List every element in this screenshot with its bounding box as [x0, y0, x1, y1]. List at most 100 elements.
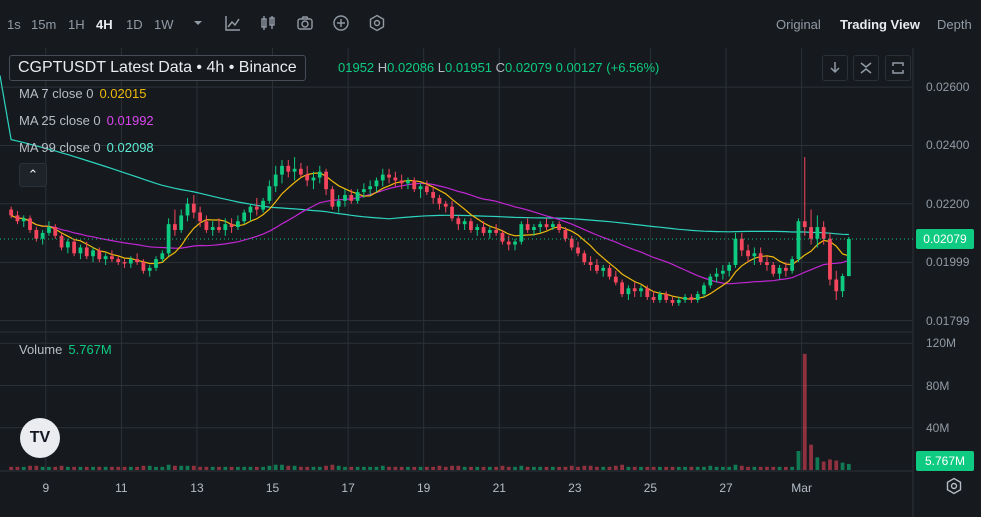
volume-bar — [355, 466, 360, 470]
volume-bar — [790, 466, 795, 470]
refresh-button[interactable] — [885, 55, 911, 81]
candle-body — [525, 224, 530, 230]
candle-body — [821, 227, 826, 239]
volume-bar — [110, 466, 114, 470]
settings-icon[interactable] — [945, 477, 963, 495]
ma25-legend[interactable]: MA 25 close 0 0.01992 — [19, 113, 154, 128]
interval-1s[interactable]: 1s — [7, 17, 21, 32]
candle-body — [393, 177, 398, 181]
volume-bar — [796, 450, 801, 470]
candle-body — [361, 189, 366, 193]
volume-bar — [840, 462, 845, 470]
volume-bar — [802, 353, 807, 470]
volume-bar — [267, 465, 272, 470]
scale-icon — [860, 62, 872, 74]
time-tick-label: 11 — [115, 481, 128, 495]
ma25-value: 0.01992 — [106, 113, 154, 128]
volume-bar — [217, 466, 221, 470]
view-depth[interactable]: Depth — [937, 17, 972, 32]
candle-body — [122, 262, 127, 264]
interval-1h[interactable]: 1H — [68, 17, 85, 32]
ohlc-readout: 01952 H0.02086 L0.01951 C0.02079 0.00127… — [338, 60, 659, 75]
volume-bar — [828, 459, 832, 470]
volume-bar — [462, 466, 467, 470]
candle-body — [500, 232, 505, 242]
line-chart-icon[interactable] — [224, 14, 242, 32]
candle-body — [664, 294, 669, 300]
candle-body — [620, 282, 624, 295]
view-trading-view[interactable]: Trading View — [840, 17, 920, 32]
candle-body — [481, 227, 486, 233]
camera-icon[interactable] — [296, 14, 314, 32]
download-icon — [830, 62, 840, 74]
refresh-icon — [892, 62, 904, 74]
volume-bar — [601, 466, 606, 470]
candlestick-chart[interactable] — [0, 48, 981, 517]
time-tick-label: 9 — [42, 481, 50, 495]
ma7-legend[interactable]: MA 7 close 0 0.02015 — [19, 86, 146, 101]
candle-body — [790, 259, 795, 271]
candle-body — [727, 264, 732, 271]
low-value: 0.01951 — [445, 60, 493, 75]
candle-body — [380, 174, 385, 181]
candle-body — [317, 171, 322, 178]
candle-body — [714, 273, 719, 277]
ma7-line — [10, 172, 850, 300]
scale-button[interactable] — [853, 55, 879, 81]
volume-bar — [204, 466, 209, 470]
interval-1d[interactable]: 1D — [126, 17, 143, 32]
low-key: L — [437, 60, 446, 75]
volume-bar — [412, 466, 417, 470]
volume-legend[interactable]: Volume 5.767M — [19, 342, 112, 357]
last-volume-badge: 5.767M — [916, 451, 974, 471]
view-original[interactable]: Original — [776, 17, 821, 32]
candle-body — [683, 297, 687, 300]
price-tick-label: 0.02200 — [926, 196, 970, 211]
time-tick-label: 15 — [265, 481, 280, 495]
time-tick-label: 23 — [568, 481, 582, 495]
volume-bar — [752, 466, 757, 470]
volume-bar — [538, 466, 543, 470]
candle-body — [802, 221, 807, 228]
interval-1w[interactable]: 1W — [154, 17, 174, 32]
volume-bar — [475, 466, 480, 470]
volume-bar — [154, 466, 158, 470]
candle-body — [777, 267, 782, 274]
candlestick-icon[interactable] — [259, 14, 277, 32]
volume-bar — [59, 465, 64, 470]
candle-body — [223, 224, 228, 230]
candle-body — [15, 215, 20, 222]
volume-bar — [399, 466, 404, 470]
download-button[interactable] — [822, 55, 848, 81]
candle-body — [330, 189, 335, 207]
interval-15m[interactable]: 15m — [31, 17, 57, 32]
candle-body — [135, 259, 140, 263]
tradingview-logo-icon[interactable]: TV — [20, 418, 60, 458]
ma99-line — [0, 75, 849, 236]
candle-body — [59, 235, 64, 248]
volume-bar — [670, 466, 675, 470]
hexagon-settings-icon[interactable] — [368, 14, 386, 32]
volume-bar — [116, 466, 121, 470]
ma99-legend[interactable]: MA 99 close 0 0.02098 — [19, 140, 154, 155]
volume-bar — [613, 465, 618, 470]
volume-bar — [185, 465, 190, 470]
interval-4h[interactable]: 4H — [96, 17, 113, 32]
chevron-down-icon[interactable] — [189, 14, 207, 32]
candle-body — [689, 297, 694, 300]
candle-body — [292, 168, 297, 172]
volume-bar — [128, 466, 133, 470]
volume-bar — [147, 465, 152, 470]
symbol-title[interactable]: CGPTUSDT Latest Data • 4h • Binance — [9, 55, 306, 81]
candle-body — [431, 192, 436, 198]
volume-bar — [595, 466, 599, 470]
candle-body — [242, 212, 247, 222]
candle-body — [494, 229, 499, 233]
candle-body — [519, 224, 524, 242]
volume-bar — [198, 466, 202, 470]
collapse-legend-button[interactable]: ⌃ — [19, 163, 47, 187]
volume-bar — [72, 466, 77, 470]
volume-value: 5.767M — [68, 342, 112, 357]
plus-circle-icon[interactable] — [332, 14, 350, 32]
candle-body — [771, 264, 776, 274]
